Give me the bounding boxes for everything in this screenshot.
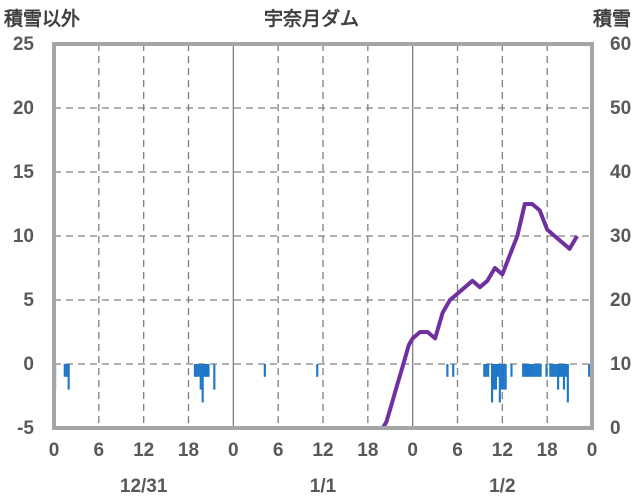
bar [199, 364, 202, 390]
bar [545, 364, 548, 377]
bar [553, 364, 556, 377]
bar [535, 364, 538, 377]
right-tick-label: 0 [610, 417, 621, 439]
chart-title: 宇奈月ダム [264, 9, 360, 30]
bar-series [54, 364, 591, 403]
left-tick-label: 0 [23, 353, 34, 375]
right-tick-label: 50 [610, 97, 632, 119]
bar [533, 364, 536, 377]
x-tick-label: 0 [586, 439, 598, 461]
bar [65, 364, 68, 377]
plot-frame [52, 42, 594, 430]
bar [63, 364, 66, 377]
bar [494, 364, 498, 390]
right-tick-label: 60 [610, 33, 632, 55]
bar [522, 364, 525, 377]
bar [564, 364, 567, 377]
x-tick-label: 6 [93, 439, 105, 461]
bar [485, 364, 488, 377]
bar [263, 364, 266, 377]
bar [527, 364, 531, 377]
bar [213, 364, 216, 390]
x-tick-label: 6 [272, 439, 284, 461]
x-tick-label: 0 [48, 439, 60, 461]
bar [555, 364, 558, 377]
bar [531, 364, 534, 377]
bar [539, 364, 542, 377]
x-tick-label: 0 [407, 439, 418, 461]
bar [525, 364, 529, 377]
left-tick-label: 10 [12, 225, 34, 247]
bar [498, 364, 501, 403]
x-tick-label: 12 [312, 439, 334, 461]
bar [492, 364, 496, 390]
right-tick-label: 30 [610, 225, 632, 247]
bar [529, 364, 532, 377]
bar [588, 364, 591, 377]
grid-lines [54, 44, 592, 428]
x-tick-label: 18 [357, 439, 379, 461]
bar [195, 364, 198, 377]
date-label: 1/2 [489, 475, 516, 497]
x-tick-label: 6 [452, 439, 463, 461]
right-tick-label: 40 [610, 161, 632, 183]
right-axis-title: 積雪 [593, 9, 632, 30]
bar [446, 364, 449, 377]
left-tick-label: 25 [12, 33, 34, 55]
x-tick-label: 12 [491, 439, 513, 461]
left-axis-title: 積雪以外 [4, 9, 81, 30]
x-tick-label: 0 [228, 439, 239, 461]
x-tick-label: 18 [536, 439, 558, 461]
bar [67, 364, 70, 390]
right-tick-label: 20 [610, 289, 632, 311]
bar [487, 364, 490, 377]
bar [203, 364, 206, 377]
left-tick-label: 5 [23, 289, 34, 311]
bar [551, 364, 554, 377]
bar [504, 364, 507, 390]
bar [566, 364, 569, 403]
bar [197, 364, 200, 377]
left-tick-label: 15 [12, 161, 34, 183]
left-tick-label: 20 [12, 97, 34, 119]
bar [205, 364, 208, 377]
bar [560, 364, 564, 377]
bar [500, 364, 503, 390]
bar [483, 364, 486, 377]
snow-depth-line [54, 202, 579, 430]
bar [537, 364, 540, 377]
bar [496, 364, 499, 377]
bar [193, 364, 196, 377]
bar [201, 364, 204, 403]
bar [524, 364, 527, 377]
bar [452, 364, 455, 377]
x-tick-label: 18 [177, 439, 200, 461]
date-label: 1/1 [309, 475, 337, 497]
left-tick-label: -5 [17, 417, 34, 439]
bar [491, 364, 494, 403]
date-label: 12/31 [119, 475, 168, 497]
bar [316, 364, 319, 377]
bar [558, 364, 562, 377]
bar [562, 364, 566, 390]
bar [510, 364, 513, 377]
bar [549, 364, 552, 377]
x-tick-label: 12 [133, 439, 155, 461]
bar [207, 364, 210, 377]
right-tick-label: 10 [610, 353, 632, 375]
bar [502, 364, 505, 390]
bar [557, 364, 560, 390]
